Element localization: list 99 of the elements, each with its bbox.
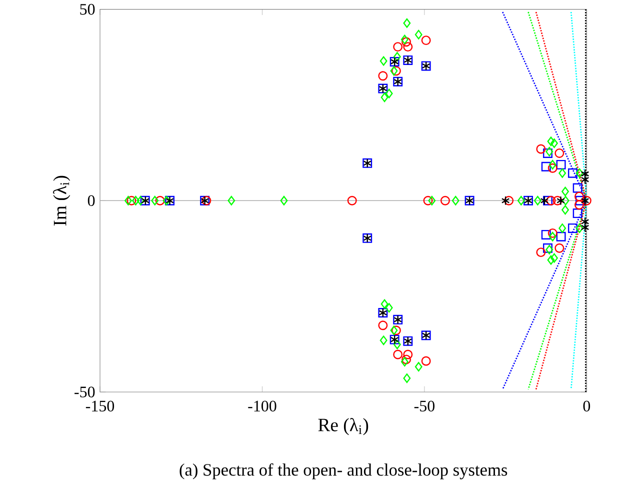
point — [550, 253, 558, 263]
point — [576, 168, 584, 178]
point — [541, 230, 551, 240]
point — [151, 196, 159, 206]
point — [548, 228, 558, 238]
point — [428, 196, 436, 206]
point — [536, 144, 546, 154]
point — [414, 30, 422, 40]
point — [403, 373, 411, 383]
point — [504, 196, 514, 206]
point — [421, 356, 431, 366]
point — [556, 232, 566, 242]
point — [546, 146, 554, 156]
point — [554, 148, 564, 158]
point — [391, 66, 401, 76]
x-axis-title: Re (λ$_{i}$) — [318, 418, 368, 436]
point — [403, 42, 413, 52]
point — [393, 350, 403, 360]
point — [558, 223, 566, 233]
point — [552, 196, 562, 206]
point — [403, 350, 413, 360]
point — [393, 42, 403, 52]
point — [546, 244, 554, 254]
point — [280, 196, 288, 206]
point — [400, 357, 408, 366]
point — [403, 18, 411, 28]
point — [347, 196, 357, 206]
point — [547, 255, 555, 265]
point — [423, 196, 433, 206]
x-tick-label: -150 — [86, 400, 114, 412]
point — [562, 196, 570, 206]
text: (a) Spectra of the open- and close-loop systems — [180, 463, 508, 480]
y-tick-label: 0 — [88, 195, 95, 206]
point — [543, 148, 552, 158]
point — [562, 205, 569, 215]
point — [575, 196, 585, 206]
point — [556, 196, 565, 206]
point — [228, 196, 236, 206]
point — [540, 196, 549, 206]
point — [568, 223, 578, 233]
point — [574, 200, 584, 210]
point — [548, 163, 558, 173]
point — [580, 169, 590, 179]
point — [136, 196, 144, 206]
point — [126, 196, 136, 206]
point — [162, 196, 170, 206]
point — [390, 66, 398, 76]
point — [556, 160, 566, 170]
point — [543, 243, 552, 253]
point — [124, 196, 132, 206]
point — [421, 36, 431, 46]
point — [576, 223, 584, 233]
point — [380, 56, 388, 66]
point — [380, 299, 388, 309]
point — [501, 196, 510, 206]
point — [402, 354, 412, 364]
point — [440, 196, 450, 206]
point — [390, 326, 398, 336]
point — [452, 196, 460, 206]
point — [558, 168, 566, 178]
point — [517, 196, 525, 206]
x-tick-label: -50 — [414, 400, 434, 412]
point — [572, 208, 582, 218]
point — [572, 183, 582, 193]
point — [393, 52, 401, 62]
point — [548, 160, 556, 170]
x-tick-label: 0 — [583, 400, 590, 412]
point — [391, 326, 401, 336]
x-tick-label: -100 — [248, 400, 276, 412]
point — [385, 88, 393, 98]
point — [548, 232, 556, 242]
point — [378, 71, 388, 81]
point — [380, 92, 388, 102]
point — [378, 320, 388, 330]
point — [402, 37, 412, 47]
point — [155, 196, 165, 206]
point — [414, 362, 422, 372]
point — [546, 196, 556, 206]
point — [380, 336, 388, 346]
point — [554, 243, 564, 253]
point — [562, 186, 569, 196]
point — [543, 196, 552, 206]
point — [574, 192, 584, 202]
point — [400, 34, 408, 44]
point — [580, 174, 590, 184]
point — [393, 340, 401, 350]
point — [550, 138, 558, 148]
point — [132, 196, 140, 206]
point — [547, 136, 555, 146]
y-tick-label: 50 — [80, 4, 95, 15]
point — [534, 196, 542, 206]
point — [541, 162, 551, 172]
point — [568, 168, 578, 178]
point — [580, 216, 590, 226]
point — [580, 222, 590, 232]
y-axis-title: Im (λ$_{i}$) — [53, 176, 70, 226]
point — [385, 303, 393, 313]
y-tick-label: -50 — [74, 386, 95, 398]
point — [536, 248, 546, 258]
